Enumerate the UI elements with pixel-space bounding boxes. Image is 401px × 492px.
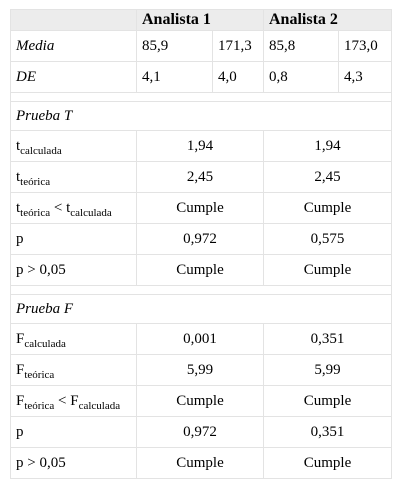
subscript-teorica: teórica — [20, 207, 51, 219]
cell-media-a1-y: 171,3 — [212, 30, 264, 62]
section-row-prueba-f: Prueba F — [10, 294, 392, 324]
cell-p-t-a2: 0,575 — [263, 223, 392, 255]
table-row-pcomp-t: p > 0,05 Cumple Cumple — [10, 254, 392, 286]
subscript-calculada: calculada — [20, 145, 62, 157]
cell-pcomp-t-a1: Cumple — [136, 254, 264, 286]
cell-de-a2-y: 4,3 — [338, 61, 392, 93]
table-row-fcomparison: Fteórica < Fcalculada Cumple Cumple — [10, 385, 392, 417]
cell-tteorica-a1: 2,45 — [136, 161, 264, 193]
spacer-cell — [10, 285, 392, 295]
header-analista-1: Analista 1 — [136, 9, 264, 31]
cell-tcalculada-a2: 1,94 — [263, 130, 392, 162]
spacer-cell — [10, 92, 392, 102]
table-row-tcalculada: tcalculada 1,94 1,94 — [10, 130, 392, 162]
subscript-teorica: teórica — [20, 176, 51, 188]
table-row-p-t: p 0,972 0,575 — [10, 223, 392, 255]
cell-de-a1-y: 4,0 — [212, 61, 264, 93]
subscript-teorica: teórica — [24, 369, 55, 381]
row-label-p-f: p — [10, 416, 137, 448]
row-label-fcalculada: Fcalculada — [10, 323, 137, 355]
cell-p-t-a1: 0,972 — [136, 223, 264, 255]
table-row-tteorica: tteórica 2,45 2,45 — [10, 161, 392, 193]
header-empty — [10, 9, 137, 31]
section-title-prueba-t: Prueba T — [10, 101, 392, 131]
table-row-fcalculada: Fcalculada 0,001 0,351 — [10, 323, 392, 355]
table-row-tcomparison: tteórica < tcalculada Cumple Cumple — [10, 192, 392, 224]
cell-tcomparison-a1: Cumple — [136, 192, 264, 224]
header-row: Analista 1 Analista 2 — [10, 9, 392, 31]
cell-fteorica-a2: 5,99 — [263, 354, 392, 386]
cell-tteorica-a2: 2,45 — [263, 161, 392, 193]
symbol-t: t — [16, 169, 21, 185]
row-label-tcomparison: tteórica < tcalculada — [10, 192, 137, 224]
symbol-f: F — [16, 393, 25, 409]
cell-media-a2-y: 173,0 — [338, 30, 392, 62]
cell-fcalculada-a1: 0,001 — [136, 323, 264, 355]
cell-fcalculada-a2: 0,351 — [263, 323, 392, 355]
table-row-fteorica: Fteórica 5,99 5,99 — [10, 354, 392, 386]
subscript-calculada: calculada — [70, 207, 112, 219]
cell-fteorica-a1: 5,99 — [136, 354, 264, 386]
row-label-p-t: p — [10, 223, 137, 255]
row-label-tteorica: tteórica — [10, 161, 137, 193]
header-analista-2: Analista 2 — [263, 9, 392, 31]
spacer-row — [10, 92, 392, 102]
row-label-pcomp-f: p > 0,05 — [10, 447, 137, 479]
symbol-t: t — [66, 200, 71, 216]
symbol-f: F — [70, 393, 79, 409]
cell-p-f-a2: 0,351 — [263, 416, 392, 448]
cell-de-a2-x: 0,8 — [263, 61, 339, 93]
spacer-row — [10, 285, 392, 295]
cell-media-a1-x: 85,9 — [136, 30, 213, 62]
row-label-pcomp-t: p > 0,05 — [10, 254, 137, 286]
symbol-t: t — [16, 200, 21, 216]
table-row-media: Media 85,9 171,3 85,8 173,0 — [10, 30, 392, 62]
row-label-media: Media — [10, 30, 137, 62]
cell-p-f-a1: 0,972 — [136, 416, 264, 448]
results-table-container: Analista 1 Analista 2 Media 85,9 171,3 8… — [10, 9, 392, 479]
cell-fcomparison-a2: Cumple — [263, 385, 392, 417]
table-row-pcomp-f: p > 0,05 Cumple Cumple — [10, 447, 392, 479]
symbol-f: F — [16, 362, 25, 378]
cell-pcomp-t-a2: Cumple — [263, 254, 392, 286]
row-label-fteorica: Fteórica — [10, 354, 137, 386]
subscript-calculada: calculada — [24, 338, 66, 350]
table-row-p-f: p 0,972 0,351 — [10, 416, 392, 448]
cell-media-a2-x: 85,8 — [263, 30, 339, 62]
table-row-de: DE 4,1 4,0 0,8 4,3 — [10, 61, 392, 93]
row-label-de: DE — [10, 61, 137, 93]
row-label-tcalculada: tcalculada — [10, 130, 137, 162]
cell-tcalculada-a1: 1,94 — [136, 130, 264, 162]
subscript-calculada: calculada — [78, 400, 121, 412]
results-table: Analista 1 Analista 2 Media 85,9 171,3 8… — [10, 9, 392, 479]
cell-pcomp-f-a1: Cumple — [136, 447, 264, 479]
section-row-prueba-t: Prueba T — [10, 101, 392, 131]
subscript-teorica: teórica — [24, 400, 55, 412]
cell-pcomp-f-a2: Cumple — [263, 447, 392, 479]
less-than-operator: < — [50, 200, 67, 216]
symbol-t: t — [16, 138, 21, 154]
cell-de-a1-x: 4,1 — [136, 61, 213, 93]
less-than-operator: < — [54, 393, 71, 409]
cell-fcomparison-a1: Cumple — [136, 385, 264, 417]
symbol-f: F — [16, 331, 25, 347]
cell-tcomparison-a2: Cumple — [263, 192, 392, 224]
section-title-prueba-f: Prueba F — [10, 294, 392, 324]
row-label-fcomparison: Fteórica < Fcalculada — [10, 385, 137, 417]
